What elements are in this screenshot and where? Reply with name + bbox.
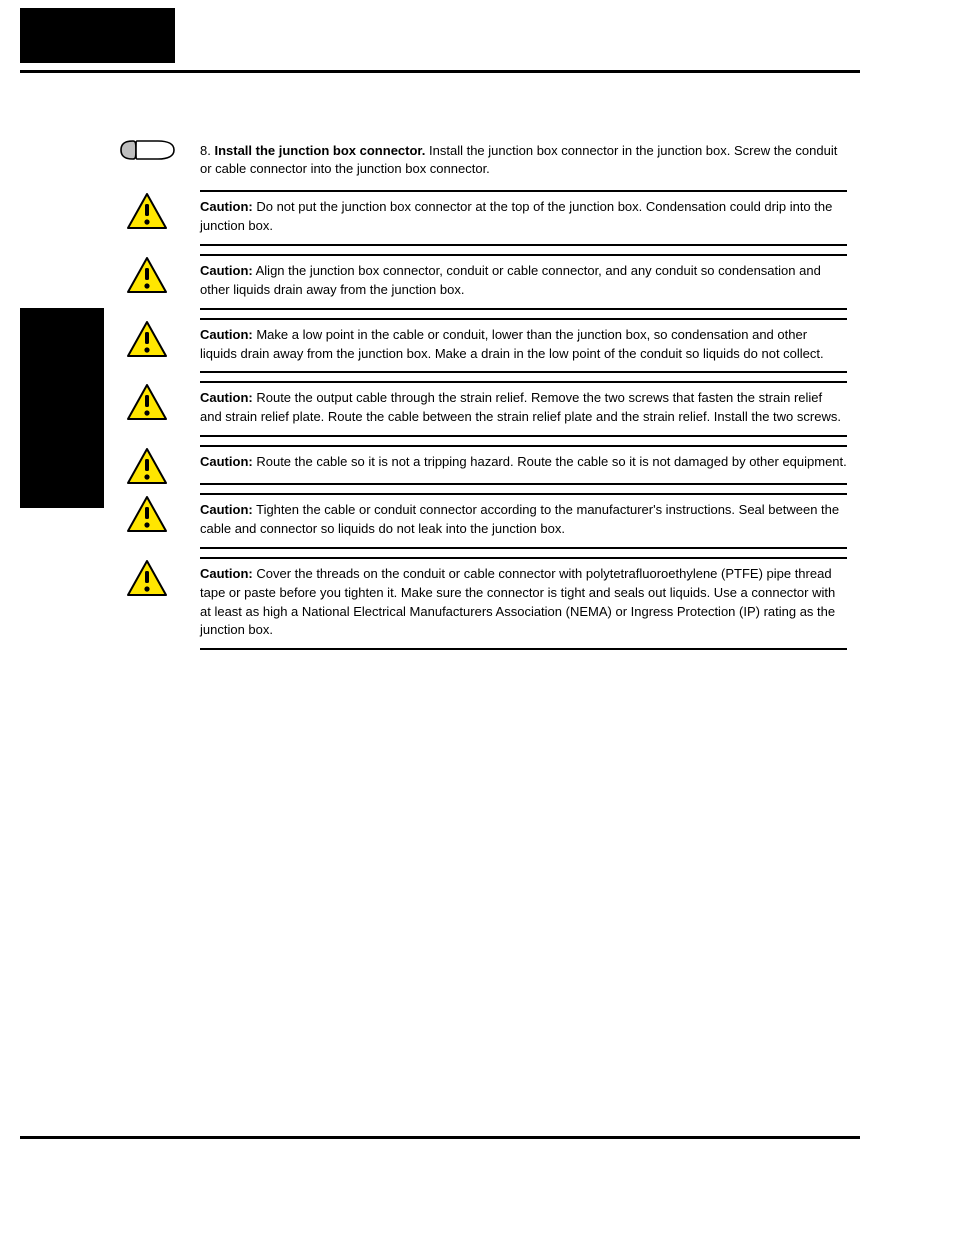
top-horizontal-rule <box>20 70 860 73</box>
caution-label: Caution: <box>200 454 253 469</box>
footprint-icon <box>116 138 178 162</box>
warning-triangle-icon <box>126 495 168 533</box>
caution-row: Caution: Route the output cable through … <box>112 381 847 437</box>
warning-triangle-icon <box>126 447 168 485</box>
step-icon-cell <box>112 136 182 162</box>
caution-row: Caution: Align the junction box connecto… <box>112 254 847 310</box>
caution-body: Tighten the cable or conduit connector a… <box>200 502 839 536</box>
bottom-horizontal-rule <box>20 1136 860 1139</box>
warning-triangle-icon <box>126 320 168 358</box>
warning-triangle-icon <box>126 383 168 421</box>
caution-text: Caution: Align the junction box connecto… <box>200 254 847 310</box>
caution-label: Caution: <box>200 263 253 278</box>
header-black-box <box>20 8 175 63</box>
page: 8. Install the junction box connector. I… <box>0 0 954 1235</box>
caution-icon-cell <box>112 445 182 485</box>
warning-triangle-icon <box>126 256 168 294</box>
warning-triangle-icon <box>126 559 168 597</box>
caution-label: Caution: <box>200 566 253 581</box>
caution-body: Cover the threads on the conduit or cabl… <box>200 566 835 638</box>
caution-text: Caution: Tighten the cable or conduit co… <box>200 493 847 549</box>
caution-icon-cell <box>112 557 182 650</box>
caution-body: Route the cable so it is not a tripping … <box>256 454 846 469</box>
caution-icon-cell <box>112 318 182 374</box>
caution-label: Caution: <box>200 199 253 214</box>
caution-row: Caution: Tighten the cable or conduit co… <box>112 493 847 549</box>
caution-icon-cell <box>112 381 182 437</box>
step-number: 8. <box>200 143 211 158</box>
caution-text: Caution: Cover the threads on the condui… <box>200 557 847 650</box>
caution-body: Align the junction box connector, condui… <box>200 263 821 297</box>
step-text: 8. Install the junction box connector. I… <box>200 136 847 178</box>
side-tab-black-box <box>20 308 104 508</box>
caution-label: Caution: <box>200 390 253 405</box>
step-title: Install the junction box connector. <box>214 143 425 158</box>
caution-text: Caution: Make a low point in the cable o… <box>200 318 847 374</box>
caution-row: Caution: Cover the threads on the condui… <box>112 557 847 650</box>
warning-triangle-icon <box>126 192 168 230</box>
caution-text: Caution: Do not put the junction box con… <box>200 190 847 246</box>
caution-icon-cell <box>112 190 182 246</box>
caution-body: Route the output cable through the strai… <box>200 390 841 424</box>
caution-icon-cell <box>112 493 182 549</box>
caution-row: Caution: Make a low point in the cable o… <box>112 318 847 374</box>
caution-row: Caution: Route the cable so it is not a … <box>112 445 847 485</box>
content-area: 8. Install the junction box connector. I… <box>112 136 847 658</box>
caution-label: Caution: <box>200 327 253 342</box>
caution-label: Caution: <box>200 502 253 517</box>
step-row: 8. Install the junction box connector. I… <box>112 136 847 178</box>
caution-body: Make a low point in the cable or conduit… <box>200 327 824 361</box>
caution-row: Caution: Do not put the junction box con… <box>112 190 847 246</box>
caution-text: Caution: Route the output cable through … <box>200 381 847 437</box>
caution-body: Do not put the junction box connector at… <box>200 199 832 233</box>
caution-icon-cell <box>112 254 182 310</box>
caution-text: Caution: Route the cable so it is not a … <box>200 445 847 485</box>
